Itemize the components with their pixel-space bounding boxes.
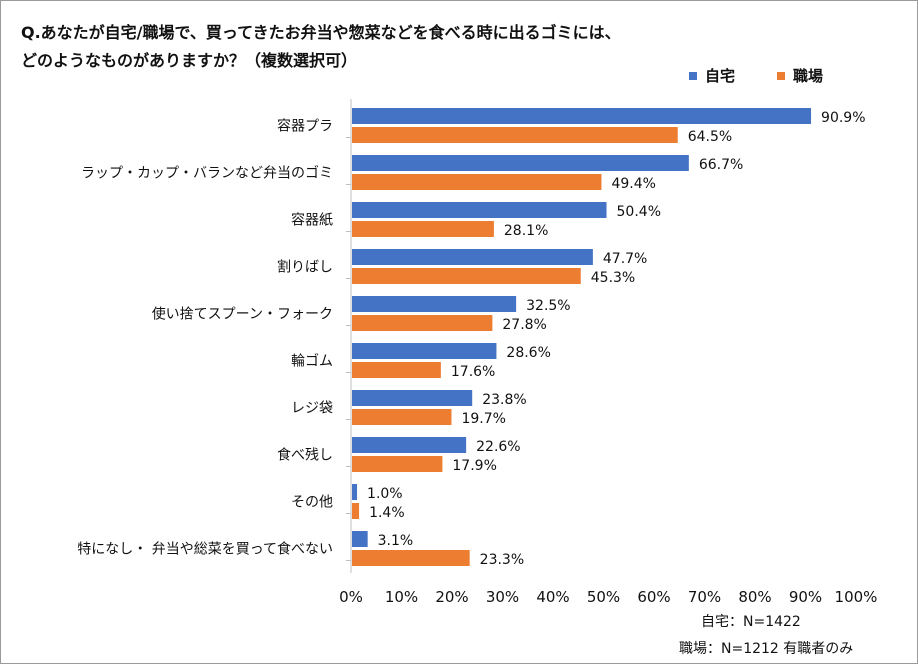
- chart-title: Q.あなたが自宅/職場で、買ってきたお弁当や惣菜などを食べる時に出るゴミには、 …: [21, 19, 901, 75]
- x-tick-label: 60%: [637, 588, 670, 606]
- data-label-work: 49.4%: [611, 176, 655, 192]
- bar-home: [352, 390, 473, 406]
- category-label: レジ袋: [291, 401, 333, 417]
- data-label-home: 47.7%: [603, 251, 647, 267]
- bar-home: [352, 108, 812, 124]
- bar-home: [352, 155, 689, 171]
- x-tick-label: 20%: [435, 588, 468, 606]
- data-label-work: 1.4%: [369, 505, 405, 521]
- data-label-home: 66.7%: [699, 157, 743, 173]
- bar-home: [352, 531, 368, 547]
- category-label: 特になし・ 弁当や総菜を買って食べない: [77, 541, 333, 558]
- data-label-home: 23.8%: [482, 392, 526, 408]
- x-tick-label: 40%: [536, 588, 569, 606]
- legend-swatch-work: [777, 71, 785, 80]
- bar-work: [352, 221, 494, 237]
- bar-work: [352, 550, 470, 566]
- category-label: 容器紙: [291, 212, 333, 229]
- bar-home: [352, 296, 517, 312]
- data-label-work: 27.8%: [502, 317, 546, 333]
- data-label-home: 3.1%: [378, 533, 414, 549]
- legend-item-work: 職場: [777, 65, 823, 86]
- x-tick-label: 0%: [339, 588, 363, 606]
- data-label-work: 17.9%: [452, 458, 496, 474]
- legend-label-home: 自宅: [705, 67, 736, 85]
- x-tick-label: 100%: [835, 588, 878, 606]
- data-label-work: 19.7%: [461, 411, 505, 427]
- category-label: ラップ・カップ・バランなど弁当のゴミ: [81, 165, 333, 182]
- category-label: 食べ残し: [277, 447, 333, 464]
- data-label-home: 90.9%: [821, 110, 865, 126]
- data-label-home: 50.4%: [617, 204, 661, 220]
- data-label-work: 23.3%: [480, 552, 524, 568]
- bar-home: [352, 343, 497, 359]
- bar-work: [352, 456, 443, 472]
- category-label: 割りばし: [277, 259, 333, 276]
- bar-work: [352, 315, 493, 331]
- x-tick-label: 80%: [738, 588, 771, 606]
- bar-home: [352, 202, 607, 218]
- category-label: 輪ゴム: [291, 353, 333, 370]
- bar-home: [352, 484, 358, 500]
- bar-home: [352, 437, 467, 453]
- category-label: 使い捨てスプーン・フォーク: [152, 306, 333, 323]
- bar-work: [352, 174, 602, 190]
- data-label-home: 32.5%: [526, 298, 570, 314]
- data-label-work: 45.3%: [591, 270, 635, 286]
- data-label-work: 64.5%: [688, 129, 732, 145]
- bar-work: [352, 362, 441, 378]
- data-label-home: 1.0%: [367, 486, 403, 502]
- bar-home: [352, 249, 593, 265]
- bar-work: [352, 268, 581, 284]
- sample-size-note-home: 自宅：N=1422: [701, 614, 801, 630]
- bar-work: [352, 127, 678, 143]
- bar-work: [352, 503, 360, 519]
- legend-item-home: 自宅: [689, 65, 735, 86]
- x-tick-label: 10%: [385, 588, 418, 606]
- sample-size-note-work: 職場：N=1212 有職者のみ: [679, 641, 854, 657]
- title-line-2: どのようなものがありますか？（複数選択可）: [21, 51, 358, 70]
- legend-label-work: 職場: [793, 67, 824, 85]
- category-label: その他: [291, 495, 333, 511]
- data-label-work: 17.6%: [451, 364, 495, 380]
- title-line-1: Q.あなたが自宅/職場で、買ってきたお弁当や惣菜などを食べる時に出るゴミには、: [21, 23, 621, 42]
- x-tick-label: 70%: [688, 588, 721, 606]
- data-label-work: 28.1%: [504, 223, 548, 239]
- bar-work: [352, 409, 452, 425]
- data-label-home: 28.6%: [506, 345, 550, 361]
- category-label: 容器プラ: [277, 118, 333, 135]
- x-tick-label: 90%: [789, 588, 822, 606]
- data-label-home: 22.6%: [476, 439, 520, 455]
- x-tick-label: 30%: [486, 588, 519, 606]
- x-tick-label: 50%: [587, 588, 620, 606]
- legend-swatch-home: [689, 71, 697, 80]
